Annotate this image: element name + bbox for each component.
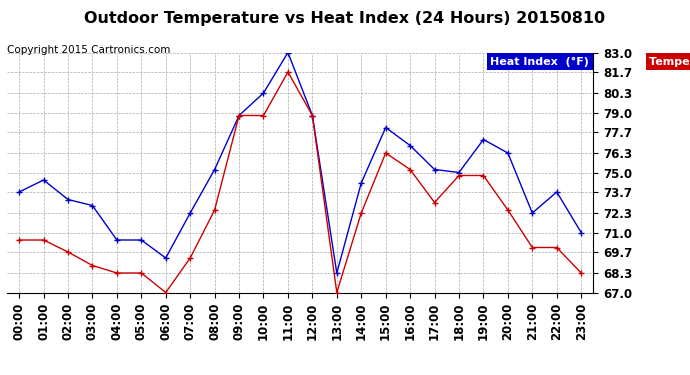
- Text: Temperature  (°F): Temperature (°F): [649, 57, 690, 67]
- Text: Copyright 2015 Cartronics.com: Copyright 2015 Cartronics.com: [7, 45, 170, 55]
- Text: Heat Index  (°F): Heat Index (°F): [491, 57, 589, 67]
- Text: Outdoor Temperature vs Heat Index (24 Hours) 20150810: Outdoor Temperature vs Heat Index (24 Ho…: [84, 11, 606, 26]
